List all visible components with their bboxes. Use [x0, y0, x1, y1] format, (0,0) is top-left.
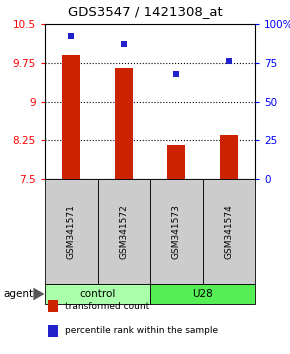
Bar — [220, 135, 238, 179]
Text: control: control — [79, 289, 116, 299]
Text: GSM341574: GSM341574 — [224, 204, 233, 259]
Text: transformed count: transformed count — [65, 302, 150, 310]
Bar — [62, 55, 80, 179]
Text: GDS3547 / 1421308_at: GDS3547 / 1421308_at — [68, 6, 222, 18]
Text: GSM341572: GSM341572 — [119, 204, 128, 259]
Text: U28: U28 — [192, 289, 213, 299]
Bar — [115, 68, 133, 179]
Text: GSM341573: GSM341573 — [172, 204, 181, 259]
Text: agent: agent — [3, 289, 33, 299]
Text: GSM341571: GSM341571 — [67, 204, 76, 259]
Bar — [167, 145, 185, 179]
Text: percentile rank within the sample: percentile rank within the sample — [65, 326, 218, 335]
